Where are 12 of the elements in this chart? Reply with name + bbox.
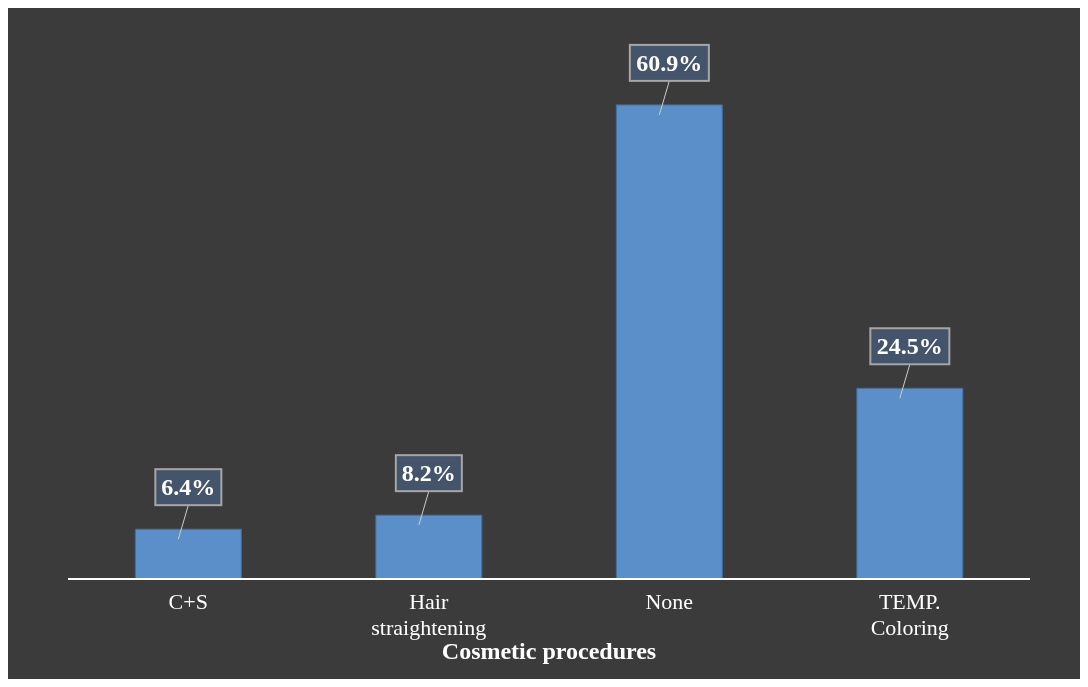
data-label: 24.5% [876,333,943,360]
x-tick-label: None [645,589,694,614]
x-tick-label: TEMP. Coloring [870,589,949,640]
bar [856,387,964,580]
bar [134,528,242,580]
bar [615,104,723,580]
bar [375,514,483,580]
data-label: 6.4% [161,474,216,501]
x-tick-label: C+S [168,589,208,614]
data-label: 60.9% [636,49,703,76]
x-tick-label: Hair straightening [371,589,487,640]
data-label: 8.2% [401,460,456,487]
